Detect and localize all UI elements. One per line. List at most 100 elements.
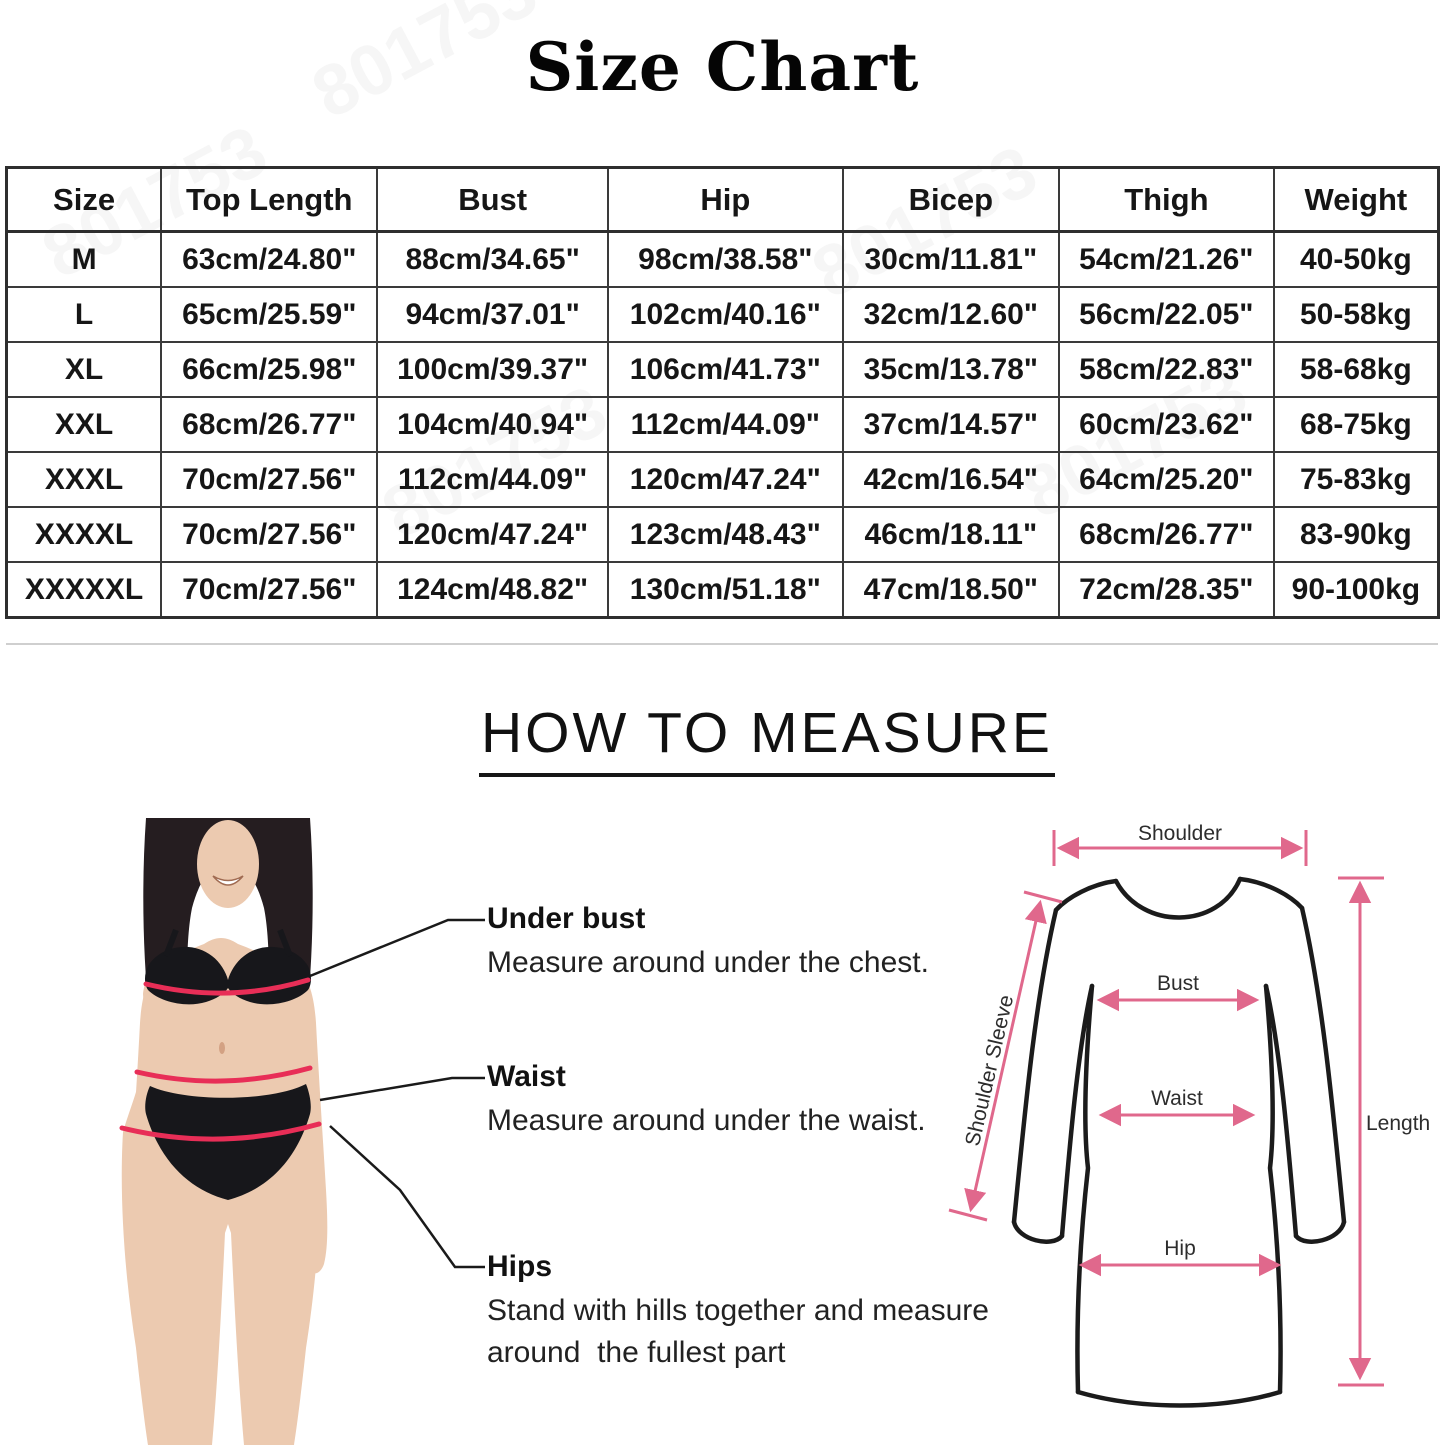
underbust-measure-line <box>143 977 311 996</box>
table-cell: 37cm/14.57" <box>841 396 1060 453</box>
table-cell: 124cm/48.82" <box>376 561 609 619</box>
table-cell: 100cm/39.37" <box>376 341 609 398</box>
annotation-waist: Waist Measure around under the waist. <box>487 1059 926 1142</box>
table-header-cell: Bust <box>376 166 609 233</box>
model-photo-figure <box>119 818 328 1445</box>
table-cell: 65cm/25.59" <box>160 286 379 343</box>
table-cell: 70cm/27.56" <box>160 451 379 508</box>
bust-label: Bust <box>1157 972 1199 995</box>
sleeve-arrow-tick-bottom <box>948 1208 988 1222</box>
table-cell: 35cm/13.78" <box>841 341 1060 398</box>
table-cell: 50-58kg <box>1272 286 1440 343</box>
table-cell: 70cm/27.56" <box>160 506 379 563</box>
navel-shape <box>219 1042 225 1054</box>
left-arm-shape <box>128 968 163 1274</box>
face-shape <box>197 820 259 908</box>
size-table: Size Top Length Bust Hip Bicep Thigh Wei… <box>5 166 1440 619</box>
table-cell: 63cm/24.80" <box>160 230 379 288</box>
table-cell: 106cm/41.73" <box>606 341 844 398</box>
table-row: L 65cm/25.59" 94cm/37.01" 102cm/40.16" 3… <box>5 286 1440 343</box>
table-cell: 30cm/11.81" <box>841 230 1060 288</box>
hip-label: Hip <box>1164 1237 1196 1260</box>
table-cell: XXXL <box>5 451 163 508</box>
table-header-cell: Size <box>5 166 163 233</box>
table-cell: 120cm/47.24" <box>606 451 844 508</box>
waist-label: Waist <box>1151 1087 1203 1110</box>
table-cell: XXXXL <box>5 506 163 563</box>
bikini-bottom-shape <box>145 1084 311 1200</box>
table-row: XXL 68cm/26.77" 104cm/40.94" 112cm/44.09… <box>5 396 1440 453</box>
table-cell: 83-90kg <box>1272 506 1440 563</box>
annotation-description: Measure around under the chest. <box>487 946 929 979</box>
table-cell: 64cm/25.20" <box>1057 451 1275 508</box>
table-bottom-shadow <box>6 643 1438 645</box>
table-cell: 58-68kg <box>1272 341 1440 398</box>
table-cell: L <box>5 286 163 343</box>
table-cell: 90-100kg <box>1272 561 1440 619</box>
table-cell: 72cm/28.35" <box>1057 561 1275 619</box>
table-cell: XL <box>5 341 163 398</box>
bikini-strap-left <box>163 928 179 958</box>
table-cell: 120cm/47.24" <box>376 506 609 563</box>
table-cell: 102cm/40.16" <box>606 286 844 343</box>
table-cell: 60cm/23.62" <box>1057 396 1275 453</box>
annotation-hips: Hips Stand with hills together and measu… <box>487 1249 1047 1374</box>
hips-measure-line <box>119 1121 322 1142</box>
shoulder-label: Shoulder <box>1138 822 1222 845</box>
table-cell: 70cm/27.56" <box>160 561 379 619</box>
table-cell: 32cm/12.60" <box>841 286 1060 343</box>
underbust-leader-line <box>309 918 485 978</box>
table-cell: 112cm/44.09" <box>606 396 844 453</box>
waist-leader-line <box>319 1076 485 1102</box>
table-cell: 68cm/26.77" <box>1057 506 1275 563</box>
table-row: XXXXL 70cm/27.56" 120cm/47.24" 123cm/48.… <box>5 506 1440 563</box>
table-cell: 56cm/22.05" <box>1057 286 1275 343</box>
table-cell: 88cm/34.65" <box>376 230 609 288</box>
annotation-label: Waist <box>487 1060 566 1093</box>
measurement-arrows <box>948 830 1384 1387</box>
table-cell: 68cm/26.77" <box>160 396 379 453</box>
table-header-cell: Thigh <box>1057 166 1275 233</box>
table-row: XXXXXL 70cm/27.56" 124cm/48.82" 130cm/51… <box>5 561 1440 619</box>
table-cell: 66cm/25.98" <box>160 341 379 398</box>
table-header-cell: Hip <box>606 166 844 233</box>
table-header-cell: Bicep <box>841 166 1060 233</box>
table-cell: 123cm/48.43" <box>606 506 844 563</box>
table-cell: 54cm/21.26" <box>1057 230 1275 288</box>
table-row: M 63cm/24.80" 88cm/34.65" 98cm/38.58" 30… <box>5 230 1440 288</box>
page-title: Size Chart <box>525 28 920 106</box>
annotation-label: Hips <box>487 1250 553 1283</box>
table-cell: 112cm/44.09" <box>376 451 609 508</box>
table-cell: 58cm/22.83" <box>1057 341 1275 398</box>
table-cell: 94cm/37.01" <box>376 286 609 343</box>
table-cell: M <box>5 230 163 288</box>
table-cell: 104cm/40.94" <box>376 396 609 453</box>
table-cell: XXL <box>5 396 163 453</box>
how-to-measure-heading: HOW TO MEASURE <box>479 700 1055 777</box>
table-header-cell: Weight <box>1272 166 1440 233</box>
table-cell: 68-75kg <box>1272 396 1440 453</box>
table-header-row: Size Top Length Bust Hip Bicep Thigh Wei… <box>5 166 1440 233</box>
table-cell: 42cm/16.54" <box>841 451 1060 508</box>
waist-measure-line <box>134 1065 313 1084</box>
annotation-description: Stand with hills together and measure ar… <box>487 1294 998 1369</box>
sleeve-arrow-tick-top <box>1023 890 1063 904</box>
hips-leader-line <box>329 1125 485 1269</box>
right-arm-shape <box>293 968 328 1274</box>
dress-outline <box>1011 876 1347 1408</box>
length-label: Length <box>1366 1112 1430 1135</box>
smile-shape <box>212 875 244 886</box>
table-cell: 47cm/18.50" <box>841 561 1060 619</box>
sleeve-arrow <box>964 899 1047 1213</box>
leader-lines <box>309 918 485 1269</box>
table-cell: 98cm/38.58" <box>606 230 844 288</box>
annotation-description: Measure around under the waist. <box>487 1104 926 1137</box>
table-cell: 46cm/18.11" <box>841 506 1060 563</box>
annotation-label: Under bust <box>487 902 646 935</box>
table-row: XXXL 70cm/27.56" 112cm/44.09" 120cm/47.2… <box>5 451 1440 508</box>
table-row: XL 66cm/25.98" 100cm/39.37" 106cm/41.73"… <box>5 341 1440 398</box>
bikini-strap-right <box>277 928 293 958</box>
annotation-under-bust: Under bust Measure around under the ches… <box>487 901 929 984</box>
table-cell: 40-50kg <box>1272 230 1440 288</box>
